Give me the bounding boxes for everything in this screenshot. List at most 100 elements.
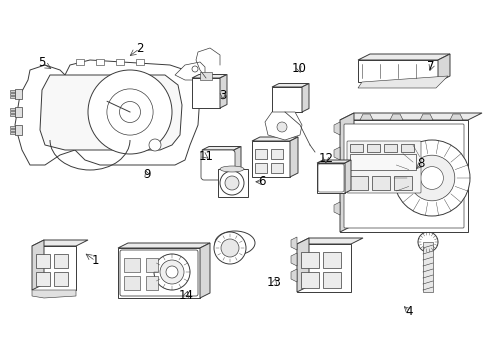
Text: 12: 12 xyxy=(318,152,333,165)
Bar xyxy=(124,258,140,272)
Bar xyxy=(358,60,438,82)
Polygon shape xyxy=(358,76,448,88)
Ellipse shape xyxy=(215,231,255,255)
Circle shape xyxy=(192,66,198,72)
Polygon shape xyxy=(297,238,363,244)
Circle shape xyxy=(394,140,470,216)
Polygon shape xyxy=(192,75,227,78)
Polygon shape xyxy=(334,147,340,160)
Polygon shape xyxy=(334,122,340,135)
Text: 14: 14 xyxy=(179,289,194,302)
Polygon shape xyxy=(272,84,309,87)
Bar xyxy=(340,120,468,232)
Polygon shape xyxy=(340,113,482,120)
Polygon shape xyxy=(360,114,373,120)
Circle shape xyxy=(418,232,438,252)
Bar xyxy=(200,72,212,80)
Bar xyxy=(367,144,380,152)
Polygon shape xyxy=(290,137,298,177)
Bar xyxy=(323,272,341,288)
Polygon shape xyxy=(202,147,241,150)
Polygon shape xyxy=(234,147,241,178)
Polygon shape xyxy=(297,238,309,292)
Bar xyxy=(255,149,267,159)
Text: 5: 5 xyxy=(38,57,46,69)
Bar xyxy=(350,176,368,190)
Polygon shape xyxy=(200,243,210,298)
Bar xyxy=(317,163,345,193)
Text: 6: 6 xyxy=(258,175,266,188)
Polygon shape xyxy=(291,269,297,282)
Bar xyxy=(36,254,50,268)
Text: 13: 13 xyxy=(267,276,282,289)
Circle shape xyxy=(107,89,153,135)
Bar xyxy=(36,272,50,286)
Text: 4: 4 xyxy=(405,305,413,318)
Text: 2: 2 xyxy=(136,42,144,55)
Polygon shape xyxy=(40,75,182,150)
Bar xyxy=(350,154,416,170)
Bar xyxy=(271,163,283,173)
Polygon shape xyxy=(15,107,22,117)
Text: 10: 10 xyxy=(292,62,306,75)
Bar xyxy=(301,252,319,268)
Circle shape xyxy=(120,102,141,122)
Polygon shape xyxy=(265,112,302,140)
Polygon shape xyxy=(390,114,403,120)
Text: 7: 7 xyxy=(427,60,435,73)
Circle shape xyxy=(88,70,172,154)
Polygon shape xyxy=(15,89,22,99)
Bar xyxy=(10,93,15,95)
Circle shape xyxy=(166,266,178,278)
Bar xyxy=(76,59,84,65)
Bar xyxy=(136,59,144,65)
Circle shape xyxy=(214,232,246,264)
Polygon shape xyxy=(32,240,44,290)
FancyBboxPatch shape xyxy=(347,141,421,193)
FancyBboxPatch shape xyxy=(318,164,344,192)
Bar xyxy=(116,59,124,65)
Bar xyxy=(146,276,158,290)
Polygon shape xyxy=(450,114,463,120)
Bar xyxy=(202,150,234,178)
Bar xyxy=(350,144,363,152)
Polygon shape xyxy=(32,240,88,246)
Bar xyxy=(255,163,267,173)
Bar xyxy=(252,141,290,177)
Bar xyxy=(384,144,397,152)
Bar xyxy=(96,59,104,65)
Polygon shape xyxy=(195,95,205,105)
Bar xyxy=(54,272,68,286)
FancyBboxPatch shape xyxy=(120,250,198,296)
Bar xyxy=(10,111,15,113)
Bar xyxy=(401,144,414,152)
Circle shape xyxy=(220,171,244,195)
Polygon shape xyxy=(291,253,297,266)
Circle shape xyxy=(409,155,455,201)
Bar xyxy=(118,248,200,298)
Bar xyxy=(10,132,15,134)
Polygon shape xyxy=(334,202,340,215)
Ellipse shape xyxy=(220,166,244,172)
FancyBboxPatch shape xyxy=(201,150,235,180)
Bar xyxy=(146,258,158,272)
Bar xyxy=(323,252,341,268)
Polygon shape xyxy=(252,137,298,141)
Circle shape xyxy=(225,176,239,190)
Text: 9: 9 xyxy=(143,168,151,181)
Bar xyxy=(297,244,351,292)
Bar xyxy=(301,272,319,288)
Bar xyxy=(372,176,390,190)
Polygon shape xyxy=(340,113,354,232)
Circle shape xyxy=(277,122,287,132)
Bar xyxy=(10,90,15,92)
Polygon shape xyxy=(220,75,227,108)
Bar xyxy=(54,254,68,268)
Polygon shape xyxy=(175,62,205,80)
Bar xyxy=(271,149,283,159)
Bar xyxy=(10,129,15,131)
Text: 1: 1 xyxy=(92,255,99,267)
Bar xyxy=(124,276,140,290)
Bar xyxy=(10,108,15,110)
Polygon shape xyxy=(438,54,450,82)
